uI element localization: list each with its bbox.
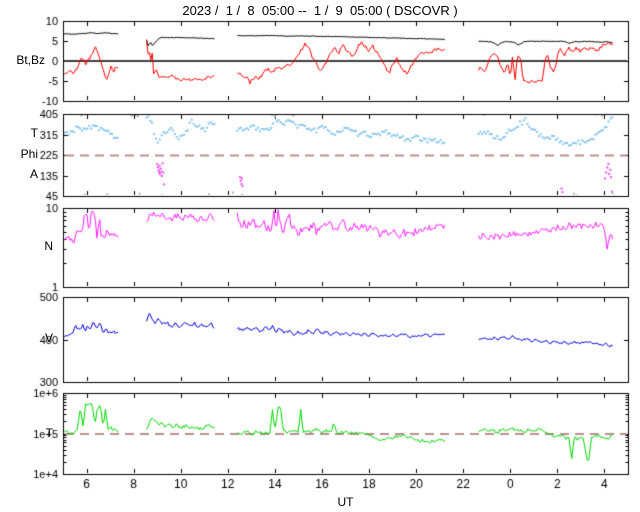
axis-label-n: N [44, 239, 53, 253]
axis-label-v: V [44, 331, 53, 345]
axis-label-phi: Phi [20, 147, 38, 161]
axis-label-temp: T [45, 426, 53, 440]
x-axis-label-ut: UT [337, 495, 354, 509]
axis-label-a: A [29, 167, 38, 181]
axis-label-t-angle: T [30, 126, 38, 140]
axis-label-btbz: Bt,Bz [16, 53, 45, 67]
chart-title: 2023 / 1 / 8 05:00 -- 1 / 9 05:00 ( DSCO… [182, 3, 458, 18]
